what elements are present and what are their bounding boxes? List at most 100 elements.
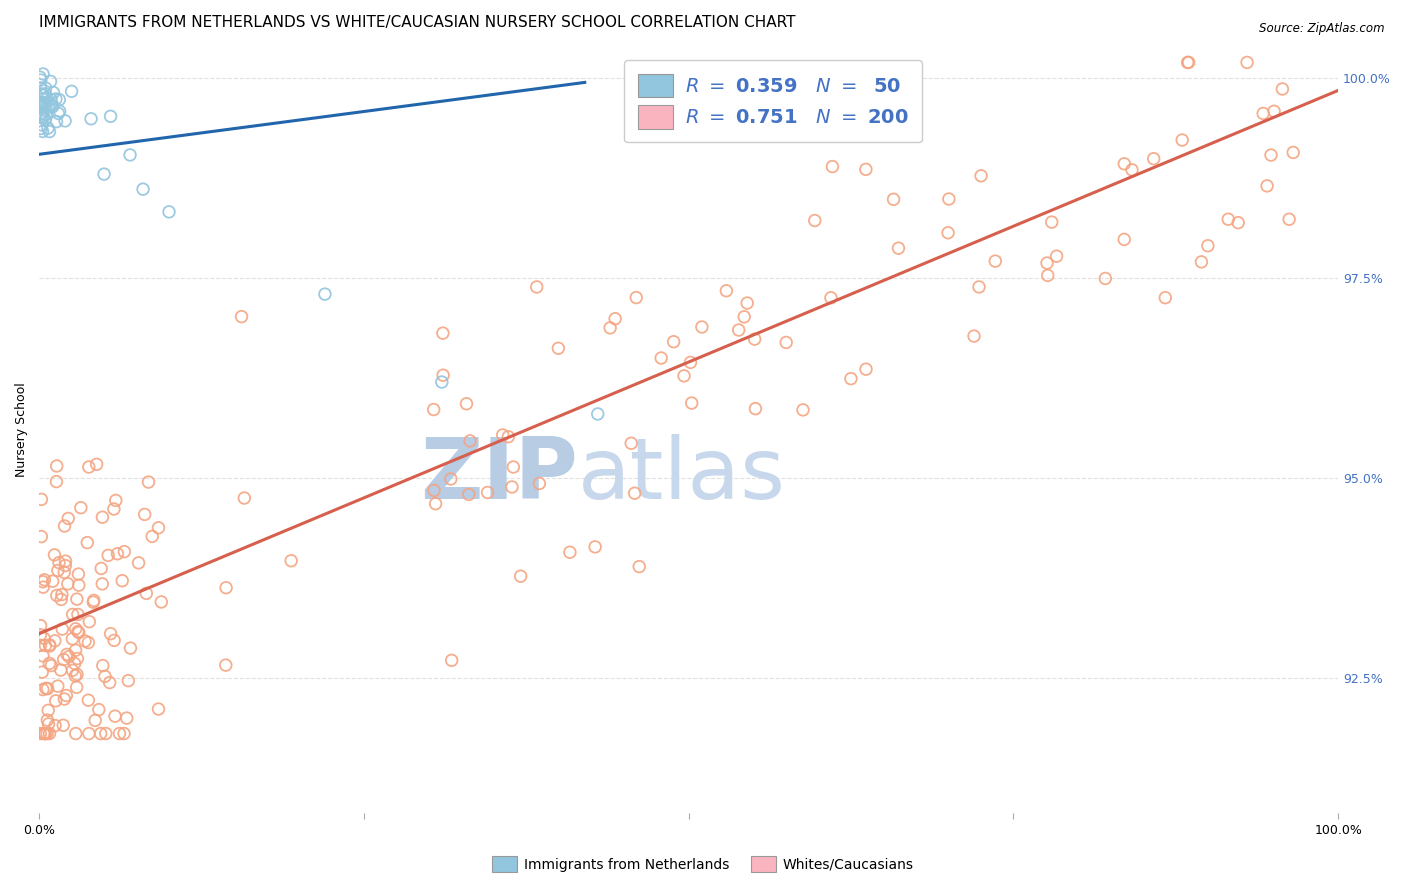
Point	[775, 335, 797, 350]
Point	[70, 500, 93, 515]
Point	[35, 107, 58, 121]
Point	[509, 569, 531, 583]
Point	[1218, 212, 1240, 227]
Point	[44, 633, 66, 648]
Point	[477, 485, 499, 500]
Point	[31, 109, 53, 123]
Point	[690, 320, 713, 334]
Point	[623, 486, 645, 500]
Point	[839, 372, 862, 386]
Point	[1271, 82, 1294, 96]
Point	[280, 554, 302, 568]
Point	[38, 717, 60, 731]
Point	[63, 657, 86, 671]
Point	[84, 714, 107, 728]
Point	[30, 73, 52, 87]
Point	[48, 556, 70, 570]
Point	[31, 87, 53, 101]
Point	[45, 92, 67, 106]
Point	[66, 592, 89, 607]
Point	[37, 681, 59, 696]
Point	[38, 726, 60, 740]
Point	[66, 607, 89, 622]
Point	[1171, 133, 1194, 147]
Point	[134, 508, 156, 522]
Point	[1251, 106, 1274, 120]
Point	[141, 529, 163, 543]
Point	[1282, 145, 1305, 160]
Point	[599, 321, 621, 335]
Point	[735, 296, 758, 310]
Point	[48, 104, 70, 119]
Point	[32, 67, 55, 81]
Point	[87, 703, 110, 717]
Point	[30, 726, 52, 740]
Point	[51, 622, 73, 636]
Point	[34, 573, 56, 587]
Point	[63, 669, 86, 683]
Point	[62, 663, 84, 677]
Point	[547, 341, 569, 355]
Point	[103, 502, 125, 516]
Point	[90, 561, 112, 575]
Point	[457, 487, 479, 501]
Point	[53, 114, 76, 128]
Point	[117, 673, 139, 688]
Point	[526, 280, 548, 294]
Point	[100, 109, 122, 123]
Point	[132, 182, 155, 196]
Point	[1236, 55, 1258, 70]
Point	[855, 362, 877, 376]
Point	[792, 403, 814, 417]
Point	[30, 618, 52, 632]
Point	[30, 638, 52, 652]
Point	[529, 476, 551, 491]
Point	[120, 641, 142, 656]
Point	[80, 112, 103, 126]
Point	[148, 521, 170, 535]
Point	[215, 581, 238, 595]
Point	[56, 577, 79, 591]
Point	[34, 639, 56, 653]
Point	[626, 291, 648, 305]
Point	[39, 74, 62, 88]
Point	[44, 718, 66, 732]
Point	[91, 658, 114, 673]
Point	[45, 475, 67, 489]
Point	[93, 167, 115, 181]
Point	[650, 351, 672, 365]
Point	[34, 87, 56, 101]
Point	[98, 675, 121, 690]
Point	[501, 480, 523, 494]
Point	[66, 651, 89, 665]
Point	[112, 726, 135, 740]
Point	[138, 475, 160, 489]
Point	[41, 658, 63, 673]
Point	[111, 574, 134, 588]
Point	[65, 622, 87, 636]
Point	[56, 648, 79, 662]
Point	[53, 692, 76, 706]
Point	[112, 544, 135, 558]
Point	[1121, 162, 1143, 177]
Point	[1114, 157, 1136, 171]
Point	[1094, 271, 1116, 285]
Point	[48, 106, 70, 120]
Text: atlas: atlas	[578, 434, 786, 517]
Point	[32, 88, 55, 103]
Point	[34, 96, 56, 111]
Point	[38, 638, 60, 652]
Point	[744, 401, 766, 416]
Text: IMMIGRANTS FROM NETHERLANDS VS WHITE/CAUCASIAN NURSERY SCHOOL CORRELATION CHART: IMMIGRANTS FROM NETHERLANDS VS WHITE/CAU…	[39, 15, 796, 30]
Point	[440, 653, 463, 667]
Point	[58, 649, 80, 664]
Point	[118, 148, 141, 162]
Point	[628, 559, 651, 574]
Point	[30, 100, 52, 114]
Point	[37, 121, 59, 136]
Point	[58, 511, 80, 525]
Point	[41, 574, 63, 589]
Point	[38, 639, 60, 653]
Point	[679, 355, 702, 369]
Point	[605, 311, 627, 326]
